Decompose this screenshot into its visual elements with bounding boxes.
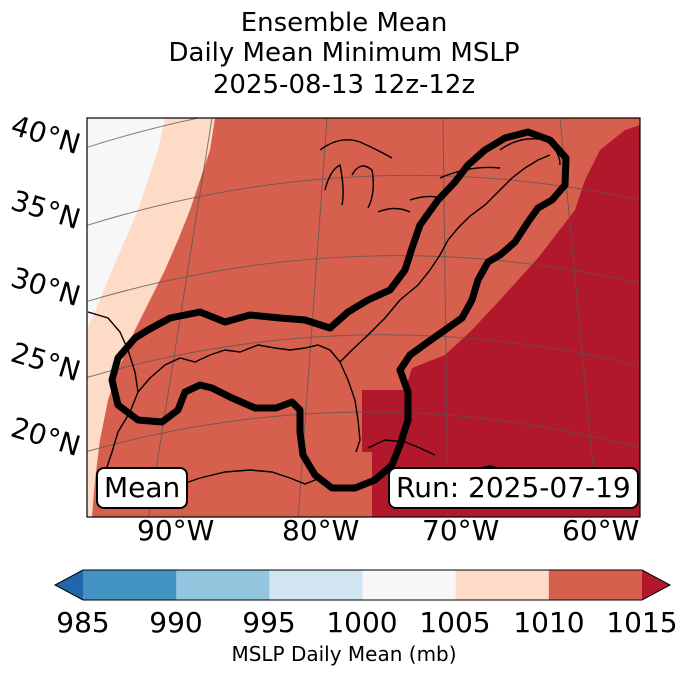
ensemble-contour xyxy=(108,128,570,492)
lon-label-90w: 90°W xyxy=(137,514,215,547)
colorbar xyxy=(53,569,672,601)
lon-label-60w: 60°W xyxy=(562,514,640,547)
colorbar-tick-985: 985 xyxy=(56,606,110,639)
colorbar-outline xyxy=(53,569,672,601)
lon-label-80w: 80°W xyxy=(282,514,360,547)
colorbar-bin-0 xyxy=(83,570,177,600)
title-line-1: Ensemble Mean xyxy=(240,8,448,38)
colorbar-tick-995: 995 xyxy=(242,606,296,639)
colorbar-bin-1 xyxy=(176,570,270,600)
field-1000-1005 xyxy=(87,118,165,330)
title-line-3: 2025-08-13 12z-12z xyxy=(212,70,476,100)
colorbar-tick-990: 990 xyxy=(149,606,203,639)
colorbar-under-arrow xyxy=(55,570,83,600)
mean-label-box: Mean xyxy=(96,467,189,509)
colorbar-over-arrow xyxy=(642,570,670,600)
colorbar-tick-1005: 1005 xyxy=(419,606,491,639)
lon-label-70w: 70°W xyxy=(422,514,500,547)
colorbar-label: MSLP Daily Mean (mb) xyxy=(231,642,457,666)
colorbar-tick-1010: 1010 xyxy=(513,606,585,639)
colorbar-bin-5 xyxy=(548,570,643,600)
run-date-box: Run: 2025-07-19 xyxy=(388,467,639,509)
map-frame xyxy=(86,117,641,518)
colorbar-tick-1015: 1015 xyxy=(606,606,678,639)
colorbar-bin-4 xyxy=(455,570,550,600)
map-panel xyxy=(86,117,641,518)
field-above-1015 xyxy=(362,118,640,517)
colorbar-bin-3 xyxy=(362,570,457,600)
colorbar-tick-1000: 1000 xyxy=(326,606,398,639)
title-line-2: Daily Mean Minimum MSLP xyxy=(168,38,520,68)
colorbar-bin-2 xyxy=(269,570,363,600)
